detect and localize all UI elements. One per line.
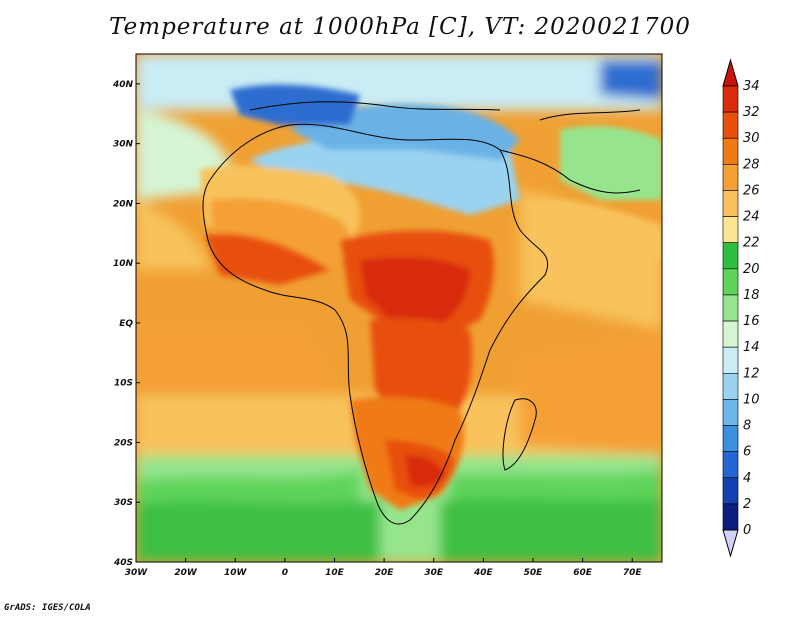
y-tick-label: 30S <box>114 498 133 508</box>
colorbar-label: 4 <box>743 471 751 486</box>
colorbar-swatch <box>722 346 739 374</box>
colorbar-label: 26 <box>743 183 760 198</box>
colorbar-label: 16 <box>743 314 760 329</box>
x-tick-label: 40E <box>473 568 494 578</box>
colorbar-label: 22 <box>743 236 760 251</box>
y-tick-label: 40N <box>112 80 134 90</box>
colorbar-swatch <box>722 320 739 348</box>
colorbar-label: 10 <box>743 392 760 407</box>
colorbar-label: 6 <box>743 445 751 460</box>
colorbar-swatch <box>722 111 739 139</box>
colorbar-label: 28 <box>743 157 760 172</box>
y-tick-label: 30N <box>113 140 134 150</box>
colorbar-label: 8 <box>743 419 751 434</box>
colorbar-label: 0 <box>743 523 751 538</box>
colorbar-label: 30 <box>743 131 760 146</box>
colorbar-swatch <box>722 268 739 296</box>
y-tick-label: 10S <box>114 379 133 389</box>
colorbar-swatch <box>722 294 739 322</box>
colorbar-swatch <box>722 477 739 505</box>
colorbar-swatch <box>722 425 739 452</box>
colorbar-label: 12 <box>743 366 760 381</box>
colorbar-swatch <box>722 399 739 426</box>
colorbar-swatch <box>722 372 739 400</box>
colorbar-label: 32 <box>743 105 760 120</box>
y-tick-label: 40S <box>113 558 133 568</box>
y-tick-label: EQ <box>119 319 133 329</box>
x-tick-label: 20W <box>174 568 198 578</box>
x-tick-label: 60E <box>573 568 593 578</box>
x-tick-label: 0 <box>282 568 288 578</box>
coastlines <box>202 101 641 525</box>
colorbar-swatch <box>722 85 739 113</box>
y-tick-label: 20N <box>113 199 134 209</box>
colorbar-label: 18 <box>743 288 760 303</box>
colorbar-swatch <box>722 164 739 191</box>
x-tick-label: 70E <box>623 568 643 578</box>
colorbar-label: 2 <box>743 497 751 512</box>
map-frame <box>135 53 663 563</box>
x-tick-label: 10E <box>325 568 345 578</box>
colorbar-swatch <box>722 242 739 270</box>
y-tick-label: 10N <box>113 259 134 269</box>
colorbar-top-arrow <box>722 58 739 87</box>
x-tick-label: 20E <box>375 568 395 578</box>
colorbar-swatch <box>722 503 739 531</box>
colorbar-label: 14 <box>743 340 760 355</box>
temperature-field <box>136 54 662 562</box>
colorbar-swatch <box>722 216 739 244</box>
x-axis-ticks: 30W 20W 10W 0 10E 20E 30E 40E 50E 60E 70E <box>125 558 643 578</box>
x-tick-label: 10W <box>224 568 248 578</box>
colorbar-label: 34 <box>743 79 760 94</box>
y-axis-ticks: 40N 30N 20N 10N EQ 10S 20S 30S 40S <box>112 80 140 568</box>
x-tick-label: 30E <box>424 568 444 578</box>
colorbar-label: 24 <box>743 210 760 225</box>
x-tick-label: 30W <box>125 568 149 578</box>
colorbar-swatch <box>722 137 739 165</box>
x-tick-label: 50E <box>524 568 544 578</box>
colorbar-swatch <box>722 190 739 217</box>
y-tick-label: 20S <box>114 438 133 448</box>
colorbar-bottom-arrow <box>722 529 739 558</box>
map-title: Temperature at 1000hPa [C], VT: 20200217… <box>109 14 691 40</box>
colorbar-swatch <box>722 451 739 479</box>
credit-label: GrADS: IGES/COLA <box>4 603 91 613</box>
colorbar-label: 20 <box>743 262 760 277</box>
